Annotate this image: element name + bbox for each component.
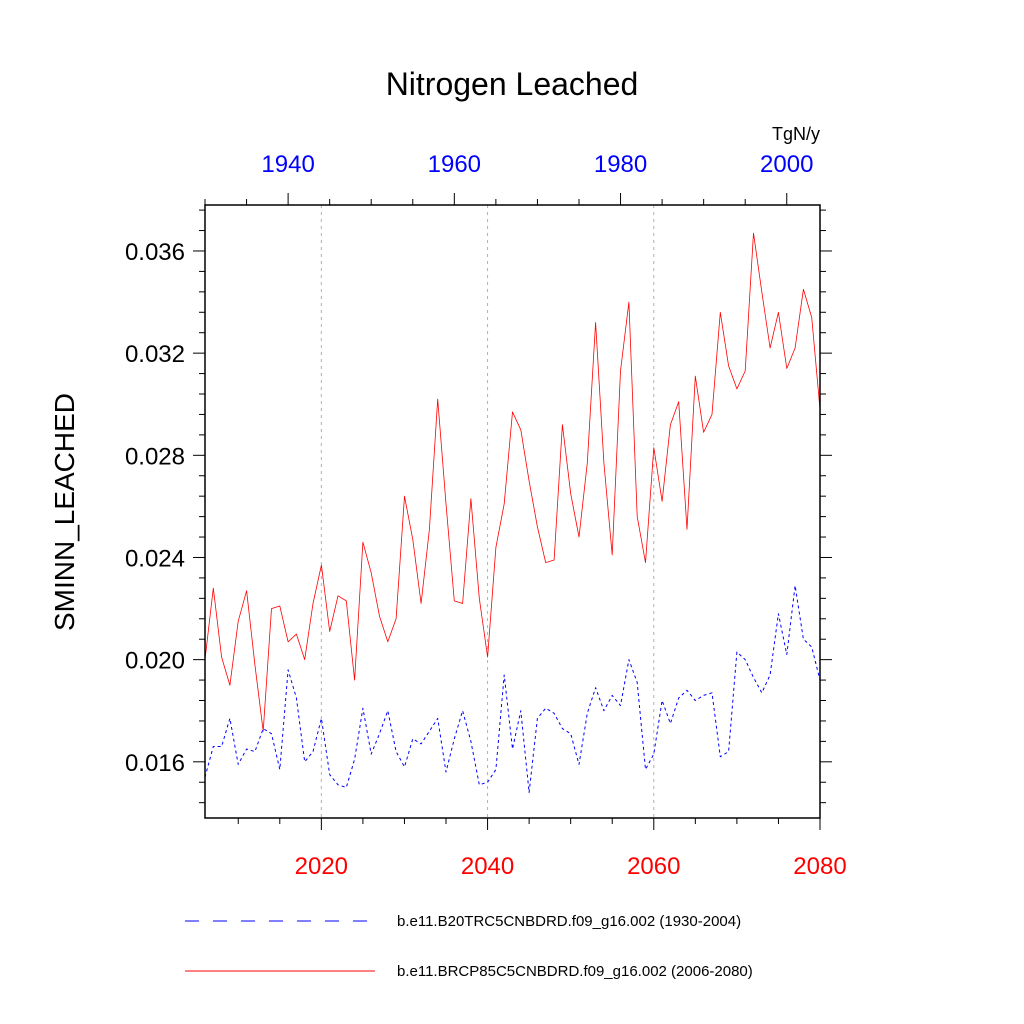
series-rcp85-line [204, 232, 821, 732]
x-top-tick-label: 1960 [428, 151, 481, 178]
x-bottom-tick-label: 2020 [295, 853, 348, 880]
legend: b.e11.B20TRC5CNBDRD.f09_g16.002 (1930-20… [185, 913, 753, 980]
y-tick-label: 0.028 [125, 443, 185, 470]
y-tick-label: 0.036 [125, 239, 185, 266]
y-tick-label: 0.020 [125, 648, 185, 675]
x-top-tick-label: 1980 [594, 151, 647, 178]
legend-label-historical: b.e11.B20TRC5CNBDRD.f09_g16.002 (1930-20… [397, 913, 741, 930]
x-bottom-tick-label: 2040 [461, 853, 514, 880]
legend-label-rcp85: b.e11.BRCP85C5CNBDRD.f09_g16.002 (2006-2… [397, 963, 753, 980]
x-top-tick-label: 1940 [261, 151, 314, 178]
y-axis-label: SMINN_LEACHED [49, 393, 80, 631]
axis-ticks: 0.016 0.020 0.024 0.028 0.032 0.036 2020 2040 20… [125, 151, 847, 880]
y-tick-label: 0.032 [125, 341, 185, 368]
x-top-tick-label: 2000 [760, 151, 813, 178]
plot-frame [204, 204, 821, 819]
chart-title: Nitrogen Leached [386, 66, 639, 102]
units-label: TgN/y [772, 124, 820, 144]
gridlines [320, 205, 655, 818]
series-historical-line [204, 585, 821, 793]
y-tick-label: 0.016 [125, 750, 185, 777]
series-polyline [204, 585, 821, 793]
x-bottom-tick-label: 2060 [627, 853, 680, 880]
x-bottom-tick-label: 2080 [793, 853, 846, 880]
y-tick-label: 0.024 [125, 545, 185, 572]
series-polyline [204, 232, 821, 732]
